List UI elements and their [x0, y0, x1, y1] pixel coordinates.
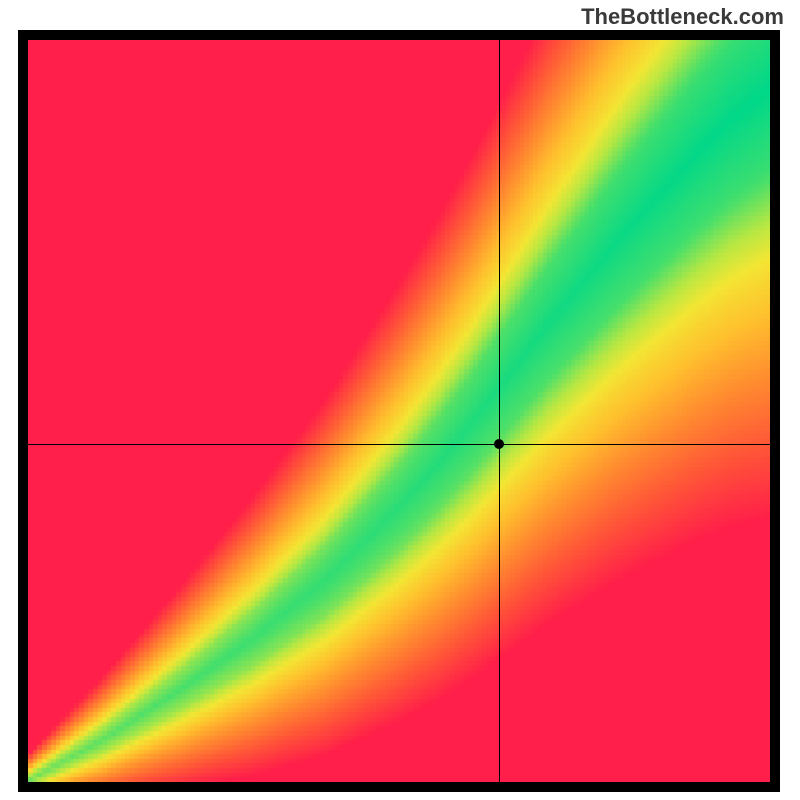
plot-area	[28, 40, 770, 782]
crosshair-marker-dot	[494, 439, 504, 449]
plot-frame	[18, 30, 780, 792]
heatmap-canvas	[28, 40, 770, 782]
crosshair-horizontal	[28, 444, 770, 445]
crosshair-vertical	[499, 40, 500, 782]
watermark-text: TheBottleneck.com	[581, 4, 784, 30]
